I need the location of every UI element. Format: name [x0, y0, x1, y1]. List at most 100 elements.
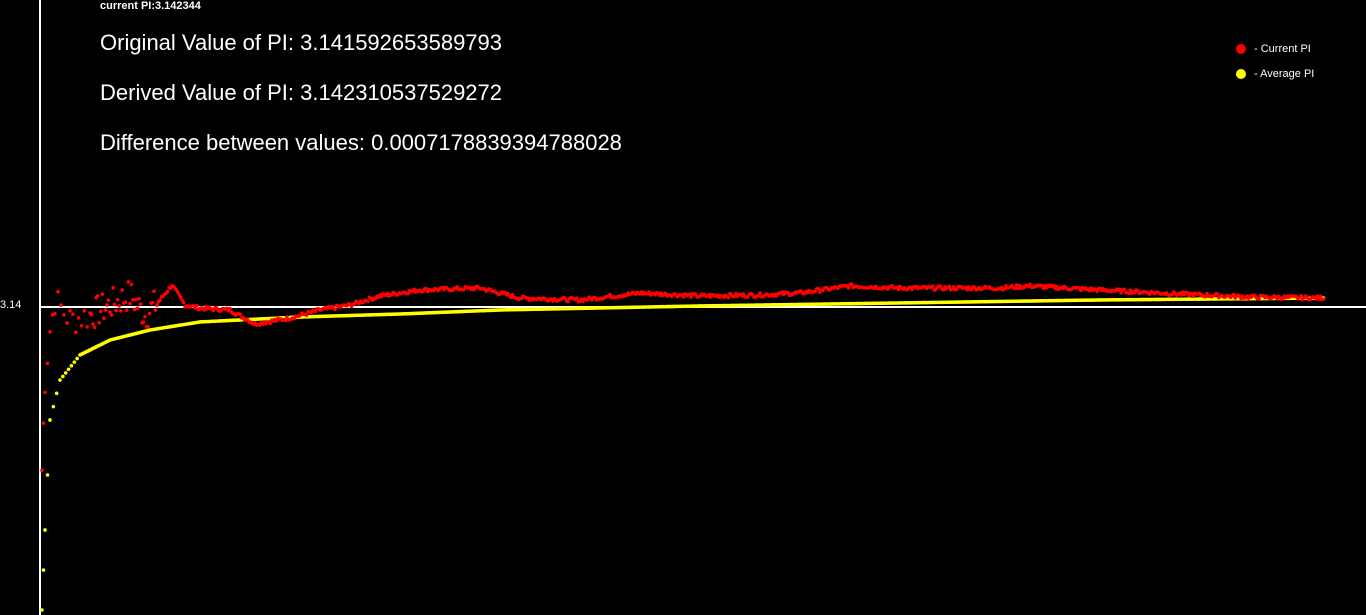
- current-pi-point: [76, 316, 81, 320]
- current-pi-point: [141, 320, 146, 324]
- current-pi-point: [137, 296, 141, 301]
- current-pi-point: [56, 289, 60, 294]
- current-pi-point: [566, 299, 570, 304]
- current-pi-point: [424, 286, 428, 291]
- current-pi-point: [1002, 286, 1007, 291]
- current-pi-point: [181, 300, 186, 305]
- average-pi-point: [48, 418, 52, 422]
- current-pi-point: [129, 282, 134, 287]
- current-pi-point: [1016, 286, 1020, 291]
- average-pi-point: [58, 378, 62, 382]
- current-pi-point: [71, 312, 75, 316]
- current-pi-point: [97, 320, 102, 325]
- current-pi-point: [158, 298, 162, 302]
- current-pi-point: [1215, 291, 1220, 296]
- current-pi-point: [608, 292, 612, 297]
- current-pi-point: [48, 330, 52, 334]
- current-pi-point: [585, 298, 590, 302]
- current-pi-point: [732, 294, 737, 299]
- current-pi-point: [82, 309, 87, 313]
- current-pi-point: [1314, 297, 1318, 301]
- current-pi-point: [92, 325, 97, 330]
- current-pi-point: [138, 302, 143, 306]
- current-pi-point: [734, 291, 738, 296]
- current-pi-point: [62, 313, 66, 317]
- current-pi-point: [1122, 287, 1126, 292]
- current-pi-point: [406, 291, 410, 296]
- current-pi-point: [115, 297, 120, 302]
- current-pi-point: [238, 312, 243, 317]
- current-pi-point: [155, 303, 159, 307]
- current-pi-point: [938, 284, 943, 288]
- current-pi-point: [134, 297, 138, 302]
- current-pi-point: [1135, 289, 1140, 293]
- current-pi-point: [969, 287, 974, 292]
- current-pi-point: [1179, 293, 1184, 297]
- current-pi-point: [1014, 283, 1019, 287]
- current-pi-point: [108, 310, 112, 314]
- current-pi-point: [126, 280, 131, 284]
- current-pi-point: [575, 296, 579, 301]
- current-pi-point: [1128, 288, 1132, 293]
- current-pi-point: [726, 295, 731, 300]
- derived-pi-text: Derived Value of PI: 3.142310537529272: [100, 80, 503, 105]
- current-pi-point: [120, 288, 125, 292]
- current-pi-point: [1257, 296, 1261, 301]
- current-pi-point: [100, 292, 105, 296]
- current-pi-point: [896, 287, 901, 292]
- average-pi-point: [61, 374, 65, 379]
- average-pi-point: [75, 356, 79, 361]
- current-pi-point: [40, 468, 44, 473]
- current-pi-point: [816, 286, 820, 291]
- current-pi-point: [85, 325, 89, 329]
- average-pi-point: [45, 473, 50, 477]
- current-pi-point: [135, 306, 140, 311]
- current-pi-point: [146, 324, 150, 329]
- difference-text: Difference between values: 0.00071788393…: [100, 130, 622, 155]
- current-pi-point: [41, 421, 46, 425]
- current-pi-point: [1170, 292, 1175, 297]
- legend-label: - Current PI: [1254, 43, 1311, 55]
- current-pi-point: [1117, 287, 1122, 292]
- yellow-dot-icon: [1236, 69, 1246, 79]
- current-pi-point: [1317, 297, 1321, 301]
- current-pi-point: [45, 361, 50, 366]
- current-pi-point: [746, 295, 750, 299]
- current-pi-point: [91, 322, 95, 326]
- data-points: [40, 280, 1326, 612]
- current-pi-point: [1028, 282, 1032, 287]
- current-pi-point: [455, 285, 460, 289]
- current-pi-point: [509, 295, 513, 300]
- current-pi-point: [283, 318, 288, 323]
- current-pi-label: current PI:3.142344: [100, 0, 201, 12]
- current-pi-point: [125, 308, 129, 313]
- current-pi-point: [73, 330, 78, 335]
- current-pi-point: [1055, 284, 1059, 289]
- red-dot-icon: [1236, 44, 1246, 54]
- current-pi-point: [647, 290, 651, 294]
- current-pi-point: [114, 308, 118, 313]
- current-pi-point: [89, 312, 94, 317]
- current-pi-point: [150, 300, 155, 305]
- current-pi-point: [195, 303, 199, 308]
- current-pi-point: [228, 306, 232, 311]
- current-pi-point: [109, 313, 114, 317]
- current-pi-point: [1017, 283, 1022, 288]
- current-pi-point: [117, 304, 122, 308]
- current-pi-point: [105, 303, 109, 307]
- current-pi-point: [65, 321, 69, 325]
- current-pi-point: [1203, 294, 1208, 299]
- average-pi-point: [40, 608, 44, 612]
- current-pi-point: [333, 307, 337, 311]
- average-pi-point: [43, 528, 47, 532]
- average-pi-point: [51, 404, 56, 409]
- current-pi-point: [68, 309, 72, 313]
- current-pi-point: [79, 323, 84, 328]
- current-pi-point: [165, 289, 170, 294]
- current-pi-point: [53, 311, 57, 316]
- current-pi-point: [1126, 291, 1131, 296]
- current-pi-point: [1052, 283, 1056, 288]
- current-pi-point: [59, 303, 63, 307]
- current-pi-point: [366, 299, 370, 304]
- current-pi-point: [813, 289, 817, 294]
